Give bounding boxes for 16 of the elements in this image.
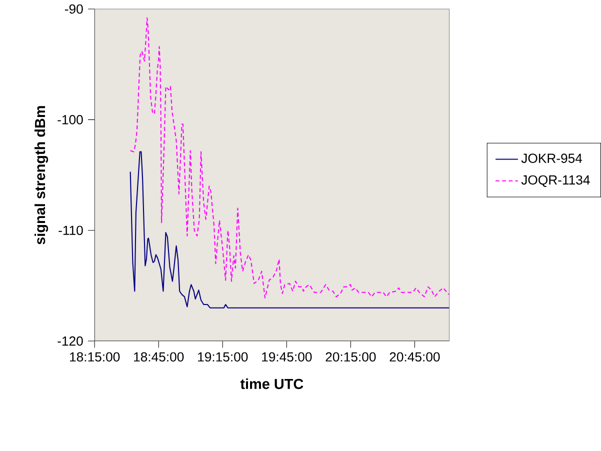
x-tick-label: 19:45:00	[262, 352, 312, 362]
x-tick-label: 18:15:00	[70, 352, 120, 362]
x-tick-label: 20:45:00	[390, 352, 440, 362]
y-tick-label: -120	[58, 336, 83, 346]
y-axis-title: signal strength dBm	[34, 106, 48, 244]
legend-label: JOQR-1134	[521, 175, 590, 187]
line-series	[130, 151, 450, 308]
y-tick-label: -110	[58, 226, 83, 235]
x-tick-label: 18:45:00	[134, 352, 184, 362]
x-axis-title: time UTC	[240, 378, 304, 389]
y-tick-label: -100	[58, 114, 83, 124]
line-series	[130, 17, 450, 298]
x-tick-label: 19:15:00	[198, 352, 248, 362]
x-tick-label: 20:15:00	[326, 352, 376, 362]
legend-label: JOKR-954	[521, 153, 582, 163]
y-tick-label: -90	[64, 4, 83, 14]
